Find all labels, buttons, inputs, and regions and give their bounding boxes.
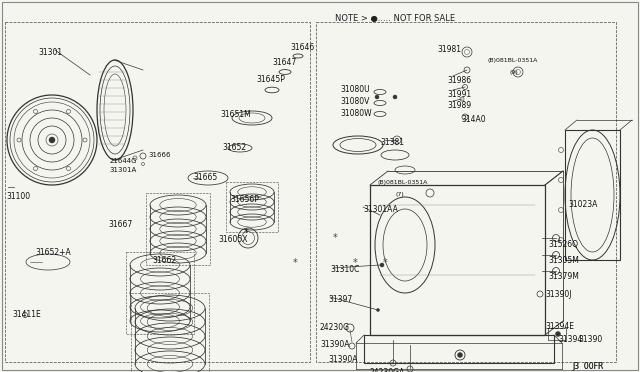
Bar <box>370 185 545 335</box>
Circle shape <box>393 95 397 99</box>
Text: (B)081BL-0351A: (B)081BL-0351A <box>378 180 428 185</box>
Text: (7): (7) <box>395 192 404 197</box>
Text: 31411E: 31411E <box>12 310 41 319</box>
Text: 31651M: 31651M <box>220 110 251 119</box>
Text: 31301A: 31301A <box>109 167 136 173</box>
Text: 31656P: 31656P <box>230 195 259 204</box>
Text: 31100: 31100 <box>6 192 30 201</box>
Text: 31394E: 31394E <box>545 322 574 331</box>
Text: 24230GA: 24230GA <box>370 368 405 372</box>
Text: J3  00FR: J3 00FR <box>572 362 604 371</box>
Bar <box>126 252 194 334</box>
Bar <box>364 335 554 363</box>
Text: 31989: 31989 <box>447 101 471 110</box>
Text: NOTE > ●..... NOT FOR SALE: NOTE > ●..... NOT FOR SALE <box>335 14 455 23</box>
Text: (9): (9) <box>510 70 519 75</box>
Bar <box>565 130 620 260</box>
Text: 31665: 31665 <box>193 173 217 182</box>
Text: 31652: 31652 <box>222 143 246 152</box>
Text: 31379M: 31379M <box>548 272 579 281</box>
Text: *: * <box>244 228 249 238</box>
Text: 31080W: 31080W <box>340 109 372 118</box>
Text: 31394: 31394 <box>558 335 582 344</box>
Circle shape <box>49 137 55 143</box>
Text: 31310C: 31310C <box>330 265 360 274</box>
Text: 31301AA: 31301AA <box>363 205 398 214</box>
Text: 31390J: 31390J <box>545 290 572 299</box>
Circle shape <box>458 353 463 357</box>
Text: 31390A: 31390A <box>320 340 349 349</box>
Text: 31667: 31667 <box>108 220 132 229</box>
Bar <box>5 22 310 362</box>
Text: 31397: 31397 <box>328 295 352 304</box>
Text: 314A0: 314A0 <box>461 115 486 124</box>
Text: 31646: 31646 <box>290 43 314 52</box>
Text: (B)081BL-0351A: (B)081BL-0351A <box>488 58 538 63</box>
Text: 31301: 31301 <box>38 48 62 57</box>
Text: *: * <box>293 258 298 268</box>
Text: 24230G: 24230G <box>320 323 350 332</box>
Text: 31662: 31662 <box>152 256 176 265</box>
Circle shape <box>376 308 380 311</box>
Text: 31605X: 31605X <box>218 235 248 244</box>
Bar <box>548 328 566 340</box>
Text: 31381: 31381 <box>380 138 404 147</box>
Text: 31390A: 31390A <box>328 355 358 364</box>
Bar <box>226 182 278 232</box>
Text: 31991: 31991 <box>447 90 471 99</box>
Text: 31652+A: 31652+A <box>35 248 71 257</box>
Circle shape <box>380 263 384 267</box>
Text: 31526Q: 31526Q <box>548 240 578 249</box>
Circle shape <box>556 331 561 337</box>
Text: 31080U: 31080U <box>340 85 370 94</box>
Bar <box>146 193 210 265</box>
Text: *: * <box>333 233 338 243</box>
Text: 21644G: 21644G <box>110 158 138 164</box>
Text: 31390: 31390 <box>578 335 602 344</box>
Text: 31305M: 31305M <box>548 256 579 265</box>
Text: 31023A: 31023A <box>568 200 597 209</box>
Bar <box>131 293 209 372</box>
Text: 31981: 31981 <box>437 45 461 54</box>
Text: 31645P: 31645P <box>256 75 285 84</box>
Text: 31986: 31986 <box>447 76 471 85</box>
Text: 31666: 31666 <box>148 152 170 158</box>
Text: *: * <box>383 258 388 268</box>
Circle shape <box>375 95 379 99</box>
Bar <box>316 22 616 362</box>
Text: 31647: 31647 <box>272 58 296 67</box>
Text: J3  00FR: J3 00FR <box>572 362 604 371</box>
Text: 31080V: 31080V <box>340 97 369 106</box>
Text: *: * <box>353 258 358 268</box>
